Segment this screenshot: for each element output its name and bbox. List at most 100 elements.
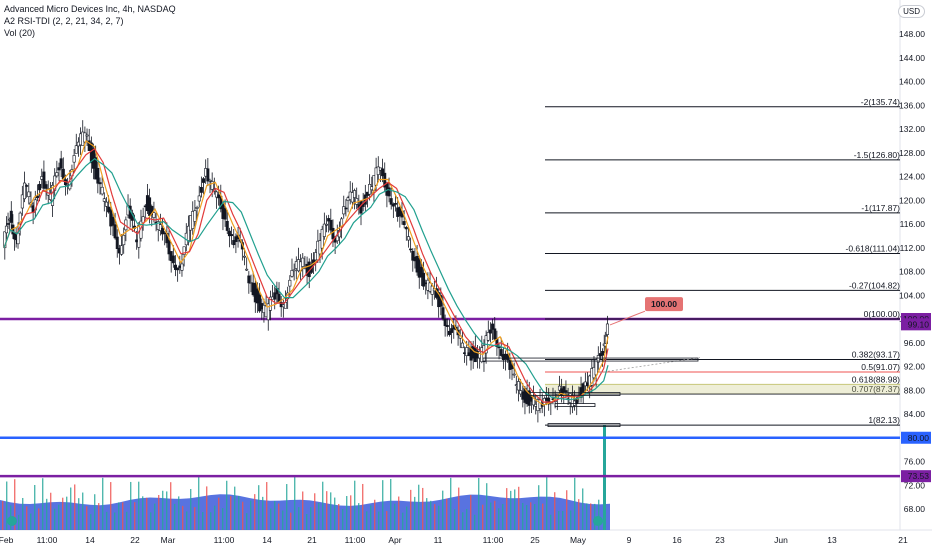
candle-body[interactable] [111, 216, 115, 226]
candle-body[interactable] [120, 245, 124, 255]
candle-body[interactable] [594, 359, 598, 376]
candle-body[interactable] [596, 355, 600, 363]
candle-body[interactable] [161, 228, 165, 235]
candle-body[interactable] [206, 168, 210, 182]
candle-body[interactable] [83, 132, 87, 143]
candle-body[interactable] [20, 194, 24, 209]
candle-body[interactable] [104, 201, 108, 207]
candle-body[interactable] [581, 383, 585, 392]
candle-body[interactable] [342, 206, 346, 215]
candle-body[interactable] [516, 381, 520, 391]
candle-body[interactable] [491, 323, 495, 330]
candle-body[interactable] [532, 396, 536, 406]
candle-body[interactable] [327, 218, 331, 222]
candle-body[interactable] [55, 172, 59, 177]
candle-body[interactable] [195, 207, 199, 209]
candle-body[interactable] [22, 182, 26, 200]
candle-body[interactable] [247, 275, 251, 284]
candle-body[interactable] [344, 207, 348, 210]
candle-body[interactable] [547, 397, 551, 405]
candle-body[interactable] [3, 231, 7, 249]
candle-body[interactable] [486, 332, 490, 341]
candle-body[interactable] [460, 342, 464, 349]
candle-body[interactable] [59, 158, 63, 169]
candle-body[interactable] [301, 257, 305, 267]
candle-body[interactable] [158, 224, 162, 231]
candle-body[interactable] [404, 227, 408, 230]
candle-body[interactable] [208, 179, 212, 182]
candle-body[interactable] [445, 324, 449, 327]
support-box[interactable] [547, 423, 621, 428]
candle-body[interactable] [193, 210, 197, 222]
candle-body[interactable] [564, 390, 568, 393]
candle-body[interactable] [506, 354, 510, 361]
candle-body[interactable] [57, 167, 61, 171]
candle-body[interactable] [258, 294, 262, 312]
candle-body[interactable] [499, 349, 503, 356]
earnings-icon[interactable] [593, 516, 603, 526]
candle-body[interactable] [324, 223, 328, 226]
candle-body[interactable] [605, 323, 609, 335]
support-box[interactable] [529, 392, 621, 396]
candle-body[interactable] [292, 269, 296, 272]
candle-body[interactable] [381, 168, 385, 177]
support-box[interactable] [482, 357, 699, 362]
candle-body[interactable] [441, 307, 445, 319]
candle-body[interactable] [243, 255, 247, 258]
candle-body[interactable] [512, 373, 516, 376]
candle-body[interactable] [232, 240, 236, 246]
candle-body[interactable] [443, 318, 447, 327]
candle-body[interactable] [182, 246, 186, 255]
candle-body[interactable] [167, 239, 171, 255]
candle-body[interactable] [493, 328, 497, 340]
candle-body[interactable] [6, 223, 10, 225]
candle-body[interactable] [419, 266, 423, 278]
candle-body[interactable] [273, 292, 277, 300]
candle-body[interactable] [288, 279, 292, 287]
candle-body[interactable] [98, 182, 102, 185]
candle-body[interactable] [202, 178, 206, 183]
candle-body[interactable] [335, 235, 339, 242]
candle-body[interactable] [406, 236, 410, 241]
candle-body[interactable] [113, 224, 117, 239]
candle-body[interactable] [290, 270, 294, 277]
candle-body[interactable] [27, 191, 31, 198]
candle-body[interactable] [122, 234, 126, 246]
candle-body[interactable] [210, 181, 214, 190]
candle-body[interactable] [322, 223, 326, 237]
candle-body[interactable] [488, 329, 492, 334]
candle-body[interactable] [245, 268, 249, 271]
candle-body[interactable] [387, 187, 391, 197]
candle-body[interactable] [422, 272, 426, 287]
earnings-icon[interactable] [7, 516, 17, 526]
candle-body[interactable] [389, 198, 393, 205]
price-callout[interactable] [645, 297, 683, 312]
candle-body[interactable] [279, 302, 283, 308]
candle-body[interactable] [266, 303, 270, 321]
volume-label[interactable]: Vol (20) [4, 28, 36, 38]
candle-body[interactable] [402, 221, 406, 226]
candle-body[interactable] [331, 227, 335, 240]
candle-body[interactable] [4, 225, 8, 234]
candle-body[interactable] [391, 203, 395, 207]
candle-body[interactable] [234, 236, 238, 242]
candle-body[interactable] [176, 267, 180, 271]
candle-body[interactable] [96, 167, 100, 184]
candle-body[interactable] [85, 134, 89, 137]
candle-body[interactable] [329, 219, 333, 231]
candle-body[interactable] [227, 230, 231, 237]
symbol-title[interactable]: Advanced Micro Devices Inc, 4h, NASDAQ [4, 4, 176, 14]
support-box[interactable] [554, 403, 596, 407]
candle-body[interactable] [268, 296, 272, 311]
candle-body[interactable] [9, 210, 13, 223]
candle-body[interactable] [199, 187, 203, 193]
candle-body[interactable] [173, 264, 177, 270]
candle-body[interactable] [100, 186, 104, 195]
candle-body[interactable] [102, 198, 106, 202]
candle-body[interactable] [447, 330, 451, 335]
candle-body[interactable] [557, 385, 561, 391]
candle-body[interactable] [51, 185, 55, 206]
candle-body[interactable] [74, 145, 78, 154]
candle-body[interactable] [42, 171, 46, 189]
candle-body[interactable] [411, 250, 415, 261]
